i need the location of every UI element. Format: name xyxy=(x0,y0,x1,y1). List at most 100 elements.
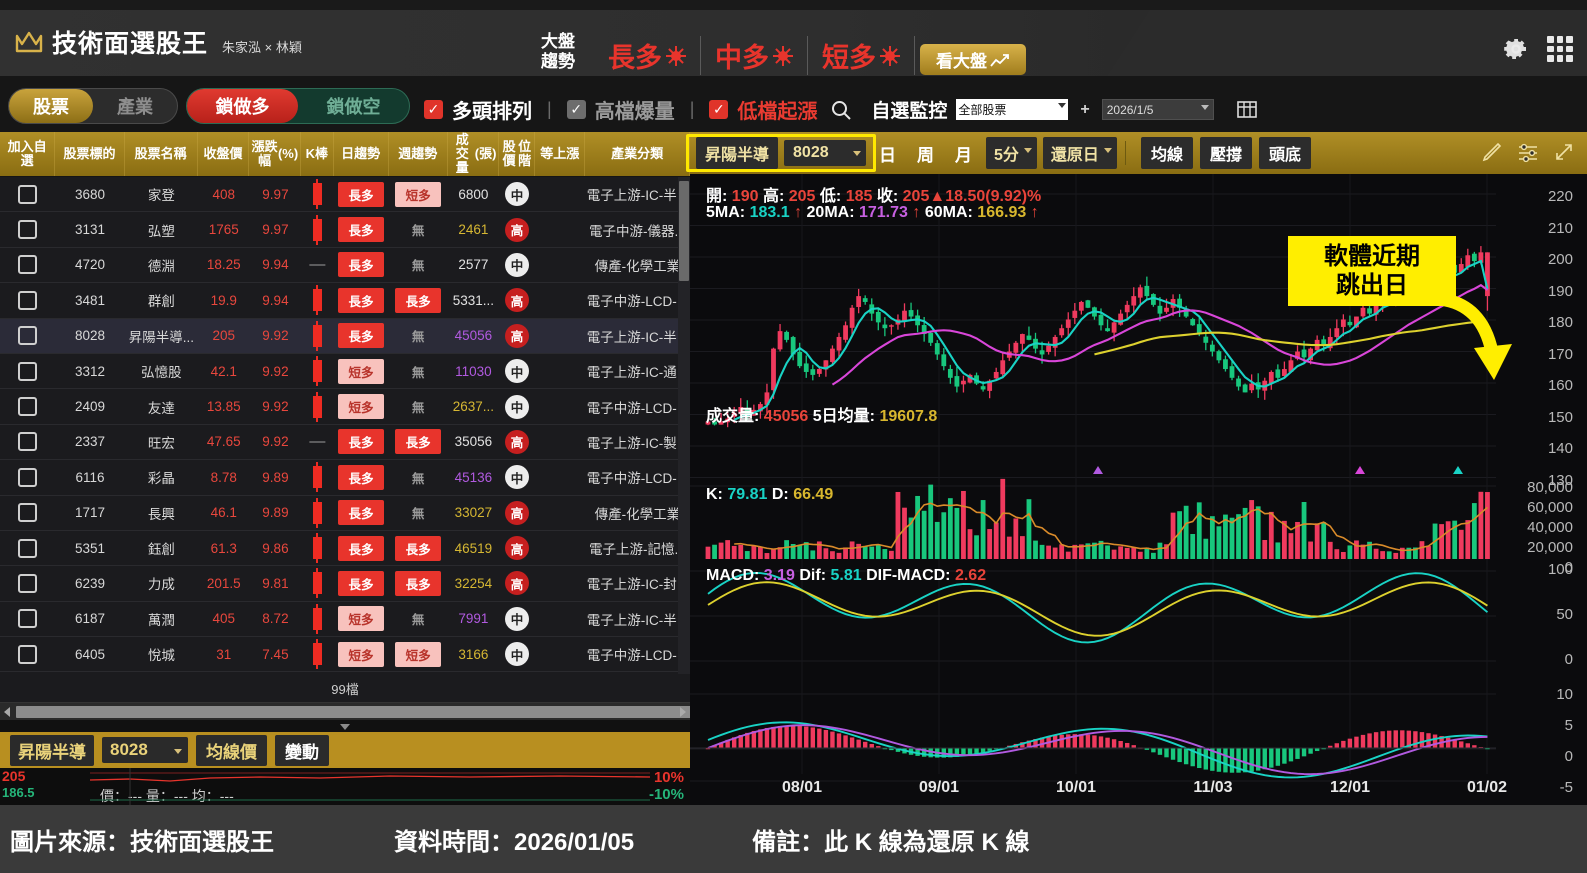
cell-kbar xyxy=(301,177,333,211)
table-column-header[interactable]: 等上漲 xyxy=(535,132,586,176)
cell-week-trend: 無 xyxy=(411,401,425,416)
table-column-header[interactable]: 加入自選 xyxy=(0,132,56,176)
table-row[interactable]: 3312 弘憶股 42.1 9.92 短多 無 11030 中 電子上游-IC-通... xyxy=(0,354,690,390)
search-icon[interactable] xyxy=(830,99,852,121)
table-row[interactable]: 6239 力成 201.5 9.81 長多 長多 32254 高 電子上游-IC-封... xyxy=(0,566,690,602)
cell-kbar xyxy=(301,496,333,530)
add-watchlist-button[interactable]: + xyxy=(1080,100,1090,118)
row-checkbox[interactable] xyxy=(18,326,38,346)
table-row[interactable]: 8028 昇陽半導... 205 9.92 長多 無 45056 高 電子上游-IC-半... xyxy=(0,318,690,354)
row-checkbox[interactable] xyxy=(18,609,38,629)
table-row[interactable]: 6187 萬潤 405 8.72 短多 無 7991 中 電子上游-IC-半... xyxy=(0,602,690,638)
segment-option-lock-long[interactable]: 鎖做多 xyxy=(187,89,298,123)
cell-close-price: 46.1 xyxy=(210,505,237,521)
cell-close-price: 405 xyxy=(212,611,235,627)
panel-collapse-handle[interactable] xyxy=(0,720,690,734)
checkbox-high-volume[interactable]: ✓ xyxy=(566,100,586,119)
gear-icon[interactable] xyxy=(1503,36,1529,62)
view-market-button[interactable]: 看大盤 xyxy=(920,44,1026,75)
date-select[interactable]: 2026/1/5 xyxy=(1101,99,1214,120)
change-button[interactable]: 變動 xyxy=(275,734,329,766)
cell-change-pct: 9.92 xyxy=(262,328,289,344)
top-strip xyxy=(0,0,1587,10)
table-row[interactable]: 3131 弘塑 1765 9.97 長多 無 2461 高 電子中游-儀器... xyxy=(0,212,690,248)
row-checkbox[interactable] xyxy=(18,184,38,204)
period-week[interactable]: 周 xyxy=(917,145,935,165)
segment-option-industry[interactable]: 產業 xyxy=(117,97,153,117)
cell-change-pct: 9.89 xyxy=(262,505,289,521)
checkbox-low-breakout[interactable]: ✓ xyxy=(709,100,729,119)
row-checkbox[interactable] xyxy=(18,467,38,487)
table-column-header[interactable]: 收盤價 xyxy=(198,132,250,176)
table-column-header[interactable]: 日趨勢 xyxy=(334,132,389,176)
chart-stock-code-select[interactable]: 8028 xyxy=(784,140,867,166)
expand-icon[interactable] xyxy=(1553,141,1575,163)
table-column-header[interactable]: 週趨勢 xyxy=(389,132,448,176)
table-column-header[interactable]: 產業分類 xyxy=(585,132,690,176)
table-vertical-scrollbar[interactable] xyxy=(678,177,690,674)
row-checkbox[interactable] xyxy=(18,397,38,417)
table-row[interactable]: 2337 旺宏 47.65 9.92 — 長多 長多 35056 高 電子上游-IC-製... xyxy=(0,425,690,461)
row-checkbox[interactable] xyxy=(18,432,38,452)
period-month[interactable]: 月 xyxy=(955,145,973,165)
row-checkbox[interactable] xyxy=(18,538,38,558)
chevron-down-icon xyxy=(1200,105,1209,110)
table-row[interactable]: 4720 德淵 18.25 9.94 — 長多 無 2577 中 傳產-化學工業 xyxy=(0,248,690,284)
row-checkbox[interactable] xyxy=(18,503,38,523)
grid-icon[interactable] xyxy=(1547,36,1573,62)
row-checkbox[interactable] xyxy=(18,573,38,593)
table-row[interactable]: 3481 群創 19.9 9.94 長多 長多 5331... 高電子中游-LCD-... xyxy=(0,283,690,319)
table-column-header[interactable]: 成交量 (張) xyxy=(448,132,500,176)
table-row[interactable]: 1717 長興 46.1 9.89 長多 無 33027 高 傳產-化學工業 xyxy=(0,496,690,531)
hist-label: DIF-MACD: xyxy=(866,567,951,584)
ma-price-button[interactable]: 均線價 xyxy=(196,734,267,766)
period-day[interactable]: 日 xyxy=(879,145,897,165)
table-layout-icon[interactable] xyxy=(1236,100,1261,120)
cell-volume: 7991 xyxy=(458,611,489,627)
cell-price-level: 高 xyxy=(499,212,535,246)
watchlist-select[interactable]: 全部股票 xyxy=(956,99,1069,120)
row-checkbox[interactable] xyxy=(18,361,38,381)
table-row[interactable]: 6116 彩晶 8.78 9.89 長多 無 45136 中 電子中游-LCD-... xyxy=(0,460,690,496)
settings-sliders-icon[interactable] xyxy=(1517,141,1539,163)
table-row[interactable]: 5351 鈺創 61.3 9.86 長多 長多 46519 高 電子上游-記憶... xyxy=(0,531,690,567)
checkbox-bullish-alignment[interactable]: ✓ xyxy=(424,100,443,119)
ma-button[interactable]: 均線 xyxy=(1140,137,1193,169)
close-label: 收: xyxy=(876,188,899,205)
table-column-header[interactable]: K棒 xyxy=(301,132,334,176)
mini-tick-chart: 205 186.5 10% -10% 價：--- 量：--- 均：--- xyxy=(0,768,690,805)
cell-price-level: 中 xyxy=(499,460,535,494)
scroll-right-icon[interactable] xyxy=(680,707,686,717)
chart-stock-name[interactable]: 昇陽半導 xyxy=(696,137,779,169)
high-label: 高: xyxy=(762,188,785,205)
scrollbar-thumb-vertical[interactable] xyxy=(679,181,689,281)
chart-canvas[interactable]: 開: 190 高: 205 低: 185 收: 205▲18.50(9.92)%… xyxy=(690,174,1587,805)
row-checkbox[interactable] xyxy=(18,255,38,275)
adjust-select[interactable]: 還原日 xyxy=(1042,137,1117,169)
interval-select[interactable]: 5分 xyxy=(986,137,1037,169)
cell-wait-rise xyxy=(535,283,585,317)
pencil-icon[interactable] xyxy=(1481,141,1503,163)
table-row[interactable]: 6405 悅城 31 7.45 短多 短多 3166 中 電子中游-LCD-... xyxy=(0,637,690,673)
table-column-header[interactable]: 漲跌幅 (%) xyxy=(249,132,302,176)
support-resistance-button[interactable]: 壓撐 xyxy=(1199,137,1252,169)
table-column-header[interactable]: 股價 位階 xyxy=(499,132,536,176)
table-column-header[interactable]: 股票名稱 xyxy=(125,132,198,176)
cell-close-price: 201.5 xyxy=(206,575,241,591)
top-bottom-button[interactable]: 頭底 xyxy=(1258,137,1311,169)
cell-week-trend: 無 xyxy=(411,507,425,522)
segment-option-lock-short[interactable]: 鎖做空 xyxy=(326,97,381,117)
table-row[interactable]: 2409 友達 13.85 9.92 短多 無 2637... 中 電子中游-LCD-... xyxy=(0,389,690,425)
row-checkbox[interactable] xyxy=(18,220,38,240)
row-checkbox[interactable] xyxy=(18,290,38,310)
bottom-stock-code-select[interactable]: 8028 xyxy=(102,737,188,763)
segment-option-stock[interactable]: 股票 xyxy=(9,89,93,123)
trend-short-label: 短多 xyxy=(822,43,876,74)
table-column-header[interactable]: 股票標的 xyxy=(55,132,125,176)
cell-day-trend: 長多 xyxy=(333,531,388,565)
row-checkbox[interactable] xyxy=(18,644,38,664)
table-row[interactable]: 3680 家登 408 9.97 長多 短多 6800 中 電子上游-IC-半... xyxy=(0,177,690,213)
cell-stock-code: 3680 xyxy=(75,186,106,202)
scroll-left-icon[interactable] xyxy=(4,707,10,717)
table-horizontal-scrollbar[interactable] xyxy=(0,702,1346,720)
